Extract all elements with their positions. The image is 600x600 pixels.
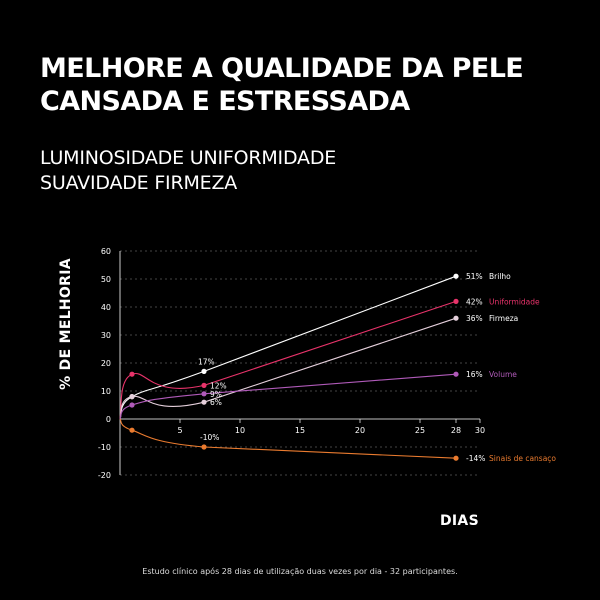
subheadline-line-2: SUAVIDADE FIRMEZA [40, 172, 238, 194]
series-line [119, 317, 457, 420]
data-label: 42% [466, 297, 483, 306]
data-label: 17% [198, 357, 215, 366]
y-tick-label: 0 [106, 415, 111, 424]
x-tick-label: 20 [355, 426, 365, 435]
series-name-label: Volume [489, 370, 517, 379]
data-label: 9% [210, 390, 222, 399]
data-point [129, 402, 135, 408]
data-label: 16% [466, 370, 483, 379]
data-point [129, 427, 135, 433]
y-tick-label: 20 [101, 359, 111, 368]
y-tick-label: 30 [101, 331, 111, 340]
series-line [119, 300, 457, 420]
data-label: 12% [210, 381, 227, 390]
series-line [119, 373, 457, 420]
data-label: 51% [466, 272, 483, 281]
x-tick-label: 28 [451, 426, 461, 435]
headline: MELHORE A QUALIDADE DA PELE CANSADA E ES… [40, 52, 524, 118]
data-label: -10% [200, 433, 219, 442]
data-point [201, 399, 207, 405]
x-tick-label: 30 [475, 426, 485, 435]
data-point [453, 455, 459, 461]
series-name-label: Sinais de cansaço [489, 454, 556, 463]
data-point [129, 371, 135, 377]
x-tick-label: 10 [235, 426, 245, 435]
data-point [453, 315, 459, 321]
data-point [201, 444, 207, 450]
data-label: 36% [466, 314, 483, 323]
data-point [201, 382, 207, 388]
y-tick-label: 50 [101, 275, 111, 284]
data-point [453, 298, 459, 304]
series-name-label: Uniformidade [489, 297, 540, 306]
x-axis-title: DIAS [440, 513, 479, 529]
x-tick-label: 15 [295, 426, 305, 435]
subheadline-line-1: LUMINOSIDADE UNIFORMIDADE [40, 147, 337, 169]
data-point [453, 273, 459, 279]
x-tick-label: 5 [177, 426, 182, 435]
data-point [201, 368, 207, 374]
data-point [201, 391, 207, 397]
y-tick-label: 60 [101, 247, 111, 256]
x-tick-label: 25 [415, 426, 425, 435]
y-tick-label: 40 [101, 303, 111, 312]
subheadline: LUMINOSIDADE UNIFORMIDADE SUAVIDADE FIRM… [40, 146, 336, 196]
series-name-label: Brilho [489, 272, 511, 281]
y-tick-label: -10 [98, 443, 111, 452]
data-point [129, 394, 135, 400]
y-tick-label: 10 [101, 387, 111, 396]
data-label: -14% [466, 454, 485, 463]
series-line [119, 418, 457, 459]
y-axis-title: % DE MELHORIA [58, 258, 74, 390]
data-point [453, 371, 459, 377]
data-label: 6% [210, 398, 222, 407]
series-name-label: Firmeza [489, 314, 518, 323]
study-footnote: Estudo clínico após 28 dias de utilizaçã… [142, 567, 458, 576]
headline-line-1: MELHORE A QUALIDADE DA PELE [40, 53, 524, 84]
y-tick-label: -20 [98, 471, 111, 480]
headline-line-2: CANSADA E ESTRESSADA [40, 86, 410, 117]
